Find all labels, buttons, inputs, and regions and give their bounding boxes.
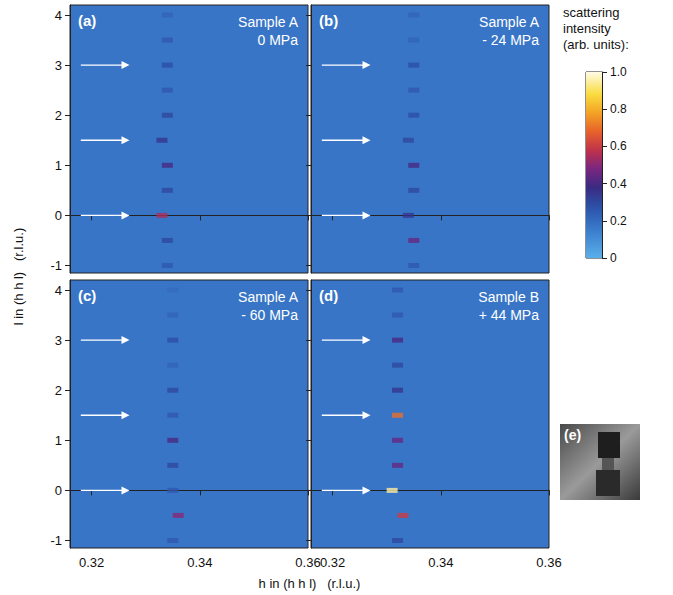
svg-text:Sample A: Sample A (238, 289, 299, 305)
svg-text:1: 1 (55, 158, 62, 173)
svg-text:0.8: 0.8 (610, 102, 627, 116)
svg-text:-1: -1 (50, 533, 62, 548)
svg-text:(b): (b) (319, 12, 338, 29)
svg-text:(d): (d) (319, 287, 338, 304)
svg-text:(arb. units):: (arb. units): (563, 37, 629, 52)
svg-text:1.0: 1.0 (610, 65, 627, 79)
svg-text:Sample A: Sample A (479, 14, 540, 30)
svg-text:0.34: 0.34 (428, 555, 453, 570)
svg-text:0.32: 0.32 (320, 555, 345, 570)
svg-text:(c): (c) (78, 287, 96, 304)
svg-text:0.6: 0.6 (610, 139, 627, 153)
svg-text:(e): (e) (564, 427, 581, 443)
svg-text:Sample A: Sample A (238, 14, 299, 30)
svg-text:l in (h h l) (r.l.u.): l in (h h l) (r.l.u.) (11, 228, 26, 326)
svg-text:2: 2 (55, 383, 62, 398)
svg-text:h in (h h l) (r.l.u.): h in (h h l) (r.l.u.) (259, 576, 361, 591)
svg-text:0.36: 0.36 (295, 555, 320, 570)
svg-text:4: 4 (55, 8, 62, 23)
svg-text:(a): (a) (78, 12, 96, 29)
svg-text:0.2: 0.2 (610, 214, 627, 228)
svg-text:0 MPa: 0 MPa (258, 32, 299, 48)
svg-text:3: 3 (55, 58, 62, 73)
svg-text:-1: -1 (50, 258, 62, 273)
svg-text:intensity: intensity (563, 21, 611, 36)
svg-text:0: 0 (55, 208, 62, 223)
svg-text:4: 4 (55, 283, 62, 298)
svg-text:- 60 MPa: - 60 MPa (241, 307, 298, 323)
svg-text:+ 44 MPa: + 44 MPa (479, 307, 540, 323)
svg-text:0.32: 0.32 (79, 555, 104, 570)
svg-text:0: 0 (610, 251, 617, 265)
svg-text:0.34: 0.34 (187, 555, 212, 570)
svg-text:1: 1 (55, 433, 62, 448)
svg-text:0: 0 (55, 483, 62, 498)
svg-text:0.36: 0.36 (536, 555, 561, 570)
svg-text:scattering: scattering (563, 5, 619, 20)
svg-text:- 24 MPa: - 24 MPa (482, 32, 539, 48)
svg-text:Sample B: Sample B (478, 289, 539, 305)
svg-text:2: 2 (55, 108, 62, 123)
svg-text:3: 3 (55, 333, 62, 348)
svg-text:0.4: 0.4 (610, 177, 627, 191)
